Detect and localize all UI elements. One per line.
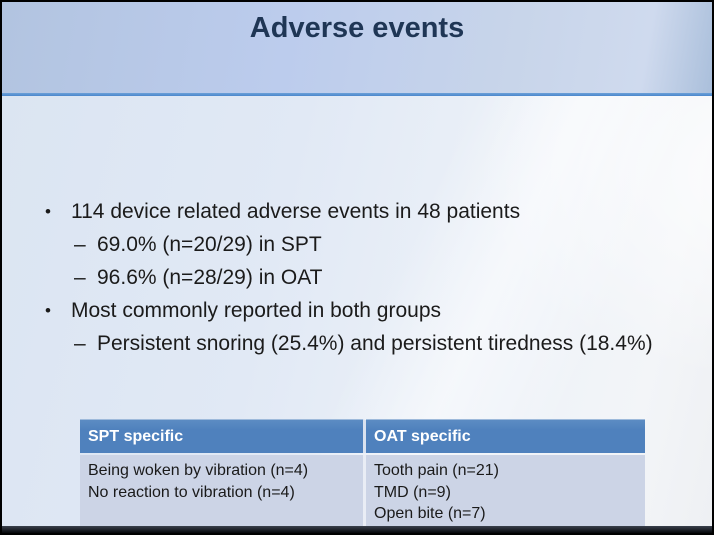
table-line: No reaction to vibration (n=4) [88,483,295,501]
table-line: TMD (n=9) [374,483,451,501]
footer-bar [2,526,712,533]
slide-title: Adverse events [249,12,465,44]
bullet-item-1: • 114 device related adverse events in 4… [42,195,670,228]
bullet-subitem-2: – 96.6% (n=28/29) in OAT [42,261,670,294]
header-divider-rule [2,93,712,96]
bullet-text: 114 device related adverse events in 48 … [71,200,521,223]
adverse-events-table: SPT specific OAT specific Being woken by… [80,419,645,533]
table-line: Open bite (n=7) [374,505,486,522]
dash-marker: – [74,332,86,355]
bullet-text: Persistent snoring (25.4%) and persisten… [97,332,653,355]
slide-body: • 114 device related adverse events in 4… [2,96,712,533]
table-cell-oat: Tooth pain (n=21) TMD (n=9) Open bite (n… [363,455,645,533]
bullet-item-2: • Most commonly reported in both groups [42,294,670,327]
bullet-text: Most commonly reported in both groups [71,299,442,322]
table-cell-spt: Being woken by vibration (n=4) No reacti… [80,455,363,533]
dash-marker: – [74,266,86,289]
bullet-subitem-3: – Persistent snoring (25.4%) and persist… [42,327,670,358]
table-header-spt: SPT specific [80,419,363,453]
bullet-marker: • [45,202,51,221]
bullet-text: 96.6% (n=28/29) in OAT [97,266,323,289]
bullet-marker: • [45,301,51,320]
bullet-text: 69.0% (n=20/29) in SPT [97,233,322,256]
table-header-oat: OAT specific [363,419,645,453]
bullet-subitem-1: – 69.0% (n=20/29) in SPT [42,228,670,261]
table-header-row: SPT specific OAT specific [80,419,645,453]
slide-header: Adverse events [2,2,712,93]
dash-marker: – [74,233,86,256]
table-line: Tooth pain (n=21) [374,462,499,479]
table-body-row: Being woken by vibration (n=4) No reacti… [80,455,645,533]
bullet-list: • 114 device related adverse events in 4… [42,195,670,358]
table-line: Being woken by vibration (n=4) [88,462,309,479]
